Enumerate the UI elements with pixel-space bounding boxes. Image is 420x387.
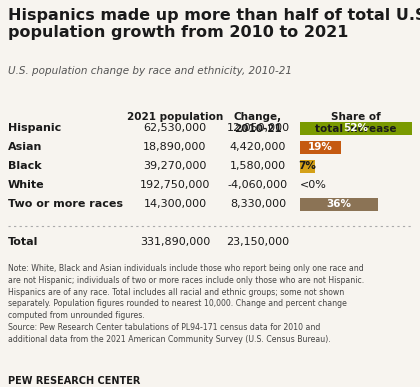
Text: 4,420,000: 4,420,000 [230, 142, 286, 152]
Text: Hispanics made up more than half of total U.S.
population growth from 2010 to 20: Hispanics made up more than half of tota… [8, 8, 420, 40]
Text: 23,150,000: 23,150,000 [226, 237, 289, 247]
Text: Black: Black [8, 161, 42, 171]
Text: 36%: 36% [326, 199, 351, 209]
Text: 18,890,000: 18,890,000 [143, 142, 207, 152]
Bar [300, 140, 341, 154]
Text: White: White [8, 180, 45, 190]
Text: 331,890,000: 331,890,000 [140, 237, 210, 247]
Text: -4,060,000: -4,060,000 [228, 180, 288, 190]
Text: 14,300,000: 14,300,000 [144, 199, 207, 209]
Text: Hispanic: Hispanic [8, 123, 61, 133]
Text: 52%: 52% [344, 123, 368, 133]
Text: 192,750,000: 192,750,000 [140, 180, 210, 190]
Text: Change,
2010-21: Change, 2010-21 [234, 112, 282, 134]
Bar [300, 197, 378, 211]
Text: 7%: 7% [299, 161, 317, 171]
Text: 8,330,000: 8,330,000 [230, 199, 286, 209]
Text: Share of
total increase: Share of total increase [315, 112, 397, 134]
Bar [300, 122, 412, 135]
Text: PEW RESEARCH CENTER: PEW RESEARCH CENTER [8, 376, 140, 386]
Bar [300, 159, 315, 173]
Text: 62,530,000: 62,530,000 [144, 123, 207, 133]
Text: 1,580,000: 1,580,000 [230, 161, 286, 171]
Text: Note: White, Black and Asian individuals include those who report being only one: Note: White, Black and Asian individuals… [8, 264, 364, 344]
Text: <0%: <0% [300, 180, 327, 190]
Text: 19%: 19% [308, 142, 333, 152]
Text: 39,270,000: 39,270,000 [143, 161, 207, 171]
Text: 12,050,000: 12,050,000 [226, 123, 289, 133]
Text: Two or more races: Two or more races [8, 199, 123, 209]
Text: 2021 population: 2021 population [127, 112, 223, 122]
Text: U.S. population change by race and ethnicity, 2010-21: U.S. population change by race and ethni… [8, 66, 292, 76]
Text: Total: Total [8, 237, 38, 247]
Text: Asian: Asian [8, 142, 42, 152]
